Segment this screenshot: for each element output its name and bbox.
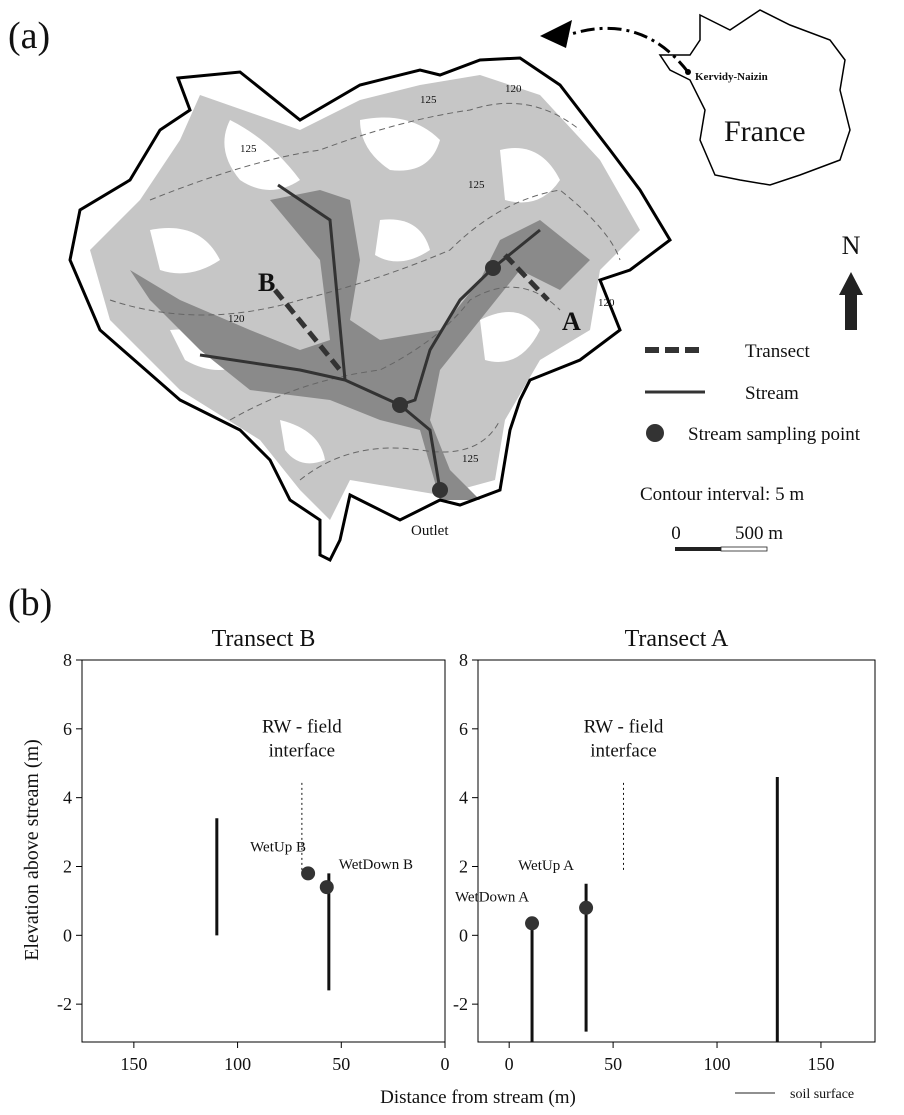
y-tick-label: 8 [63, 650, 72, 670]
contour-label: 120 [228, 313, 245, 325]
y-tick-label: 8 [459, 650, 468, 670]
y-tick-label: 6 [63, 719, 72, 739]
transect-label: A [562, 307, 581, 336]
north-label: N [842, 231, 861, 260]
x-tick-label: 150 [120, 1054, 147, 1074]
contour-label: 120 [598, 297, 615, 309]
contour-label: 125 [468, 179, 485, 191]
scale-label: 500 m [735, 523, 783, 544]
point-label: WetDown B [339, 857, 413, 873]
panel-label: (b) [8, 582, 52, 624]
y-tick-label: -2 [57, 994, 72, 1014]
x-tick-label: 50 [332, 1054, 350, 1074]
contour-label: 120 [505, 83, 522, 95]
chart-title: Transect B [212, 626, 316, 652]
y-tick-label: -2 [453, 994, 468, 1014]
x-tick-label: 50 [604, 1054, 622, 1074]
panel-label: (a) [8, 15, 50, 57]
sampling-point [525, 916, 540, 931]
y-tick-label: 2 [459, 856, 468, 876]
legend-label: Transect [745, 341, 810, 362]
contour-label: 125 [240, 143, 257, 155]
y-axis-label: Elevation above stream (m) [21, 739, 43, 961]
y-tick-label: 0 [63, 925, 72, 945]
country-label: France [724, 115, 806, 148]
transect-label: B [258, 268, 275, 297]
point-label: WetUp B [250, 839, 306, 855]
contour-label: 125 [462, 453, 479, 465]
legend-label: soil surface [790, 1087, 854, 1102]
sampling-point [319, 880, 334, 895]
contour-interval: Contour interval: 5 m [640, 484, 804, 505]
sampling-point [579, 900, 594, 915]
interface-label: interface [590, 740, 656, 761]
chart-title: Transect A [625, 626, 729, 652]
france-outline [658, 9, 851, 186]
point-label: WetDown A [455, 889, 529, 905]
sampling-point [301, 866, 316, 881]
y-tick-label: 4 [459, 788, 468, 808]
contour-label: 125 [420, 94, 437, 106]
legend-label: Stream [745, 383, 799, 404]
outlet-label: Outlet [411, 523, 449, 539]
y-tick-label: 2 [63, 856, 72, 876]
scale-label: 0 [671, 523, 681, 544]
x-tick-label: 100 [704, 1054, 731, 1074]
x-tick-label: 0 [441, 1054, 450, 1074]
interface-label: interface [269, 740, 335, 761]
legend-label: Stream sampling point [688, 424, 861, 445]
plot-frame [81, 659, 446, 1043]
x-axis-label: Distance from stream (m) [380, 1087, 576, 1108]
x-tick-label: 100 [224, 1054, 251, 1074]
interface-label: RW - field [262, 716, 342, 737]
point-label: WetUp A [518, 858, 574, 874]
y-tick-label: 4 [63, 788, 72, 808]
y-tick-label: 6 [459, 719, 468, 739]
interface-label: RW - field [584, 716, 664, 737]
catchment-map [68, 56, 672, 563]
x-tick-label: 0 [505, 1054, 514, 1074]
plot-frame [477, 659, 876, 1043]
site-label: Kervidy-Naizin [695, 71, 768, 83]
y-tick-label: 0 [459, 925, 468, 945]
x-tick-label: 150 [807, 1054, 834, 1074]
